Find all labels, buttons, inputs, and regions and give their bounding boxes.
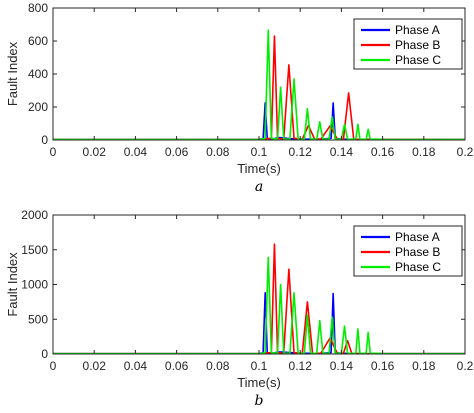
y-tick-label: 800 <box>28 1 48 15</box>
y-tick-label: 2000 <box>21 208 48 222</box>
x-tick-label: 0.02 <box>83 145 107 159</box>
x-tick-label: 0.04 <box>124 359 148 373</box>
series-line-phase-c <box>53 256 465 354</box>
x-tick-label: 0.14 <box>330 145 354 159</box>
y-tick-label: 1000 <box>21 278 48 292</box>
x-tick-label: 0.04 <box>124 145 148 159</box>
figure-caption: b <box>255 393 264 409</box>
x-tick-label: 0 <box>50 359 57 373</box>
x-tick-label: 0.12 <box>289 359 313 373</box>
series-line-phase-c <box>53 29 465 140</box>
x-tick-label: 0.12 <box>289 145 313 159</box>
y-tick-label: 1500 <box>21 243 48 257</box>
series-group <box>53 243 465 354</box>
x-axis-label: Time(s) <box>237 375 281 390</box>
x-tick-label: 0.1 <box>251 359 268 373</box>
legend-label: Phase B <box>395 245 440 259</box>
legend-label: Phase C <box>395 53 441 67</box>
x-tick-label: 0.2 <box>457 359 474 373</box>
figure-caption: a <box>255 179 263 195</box>
x-tick-label: 0.08 <box>206 359 230 373</box>
legend-label: Phase A <box>395 230 440 244</box>
legend-label: Phase C <box>395 260 441 274</box>
legend-label: Phase A <box>395 23 440 37</box>
x-tick-label: 0.02 <box>83 359 107 373</box>
x-tick-label: 0.16 <box>371 145 395 159</box>
y-tick-label: 0 <box>41 133 48 147</box>
chart-a: 0 0.02 0.04 0.06 0.08 0.1 0.12 0.14 0.16 0.18 0.2 0… <box>5 1 474 195</box>
x-axis-label: Time(s) <box>237 161 281 176</box>
x-tick-label: 0.2 <box>457 145 474 159</box>
x-tick-label: 0.06 <box>165 145 189 159</box>
x-tick-label: 0 <box>50 145 57 159</box>
series-line-phase-b <box>53 243 465 354</box>
x-tick-label: 0.16 <box>371 359 395 373</box>
y-tick-label: 200 <box>28 100 48 114</box>
y-tick-label: 0 <box>41 347 48 361</box>
y-tick-label: 500 <box>28 312 48 326</box>
x-tick-label: 0.1 <box>251 145 268 159</box>
legend-label: Phase B <box>395 38 440 52</box>
x-tick-label: 0.18 <box>412 145 436 159</box>
x-tick-label: 0.18 <box>412 359 436 373</box>
series-group <box>53 29 465 140</box>
x-tick-label: 0.06 <box>165 359 189 373</box>
x-tick-label: 0.14 <box>330 359 354 373</box>
x-tick-label: 0.08 <box>206 145 230 159</box>
y-tick-label: 400 <box>28 67 48 81</box>
chart-b: 0 0.02 0.04 0.06 0.08 0.1 0.12 0.14 0.16 0.18 0.2 0… <box>5 208 474 409</box>
y-tick-label: 600 <box>28 34 48 48</box>
y-axis-label: Fault Index <box>5 252 20 317</box>
y-axis-label: Fault Index <box>5 41 20 106</box>
